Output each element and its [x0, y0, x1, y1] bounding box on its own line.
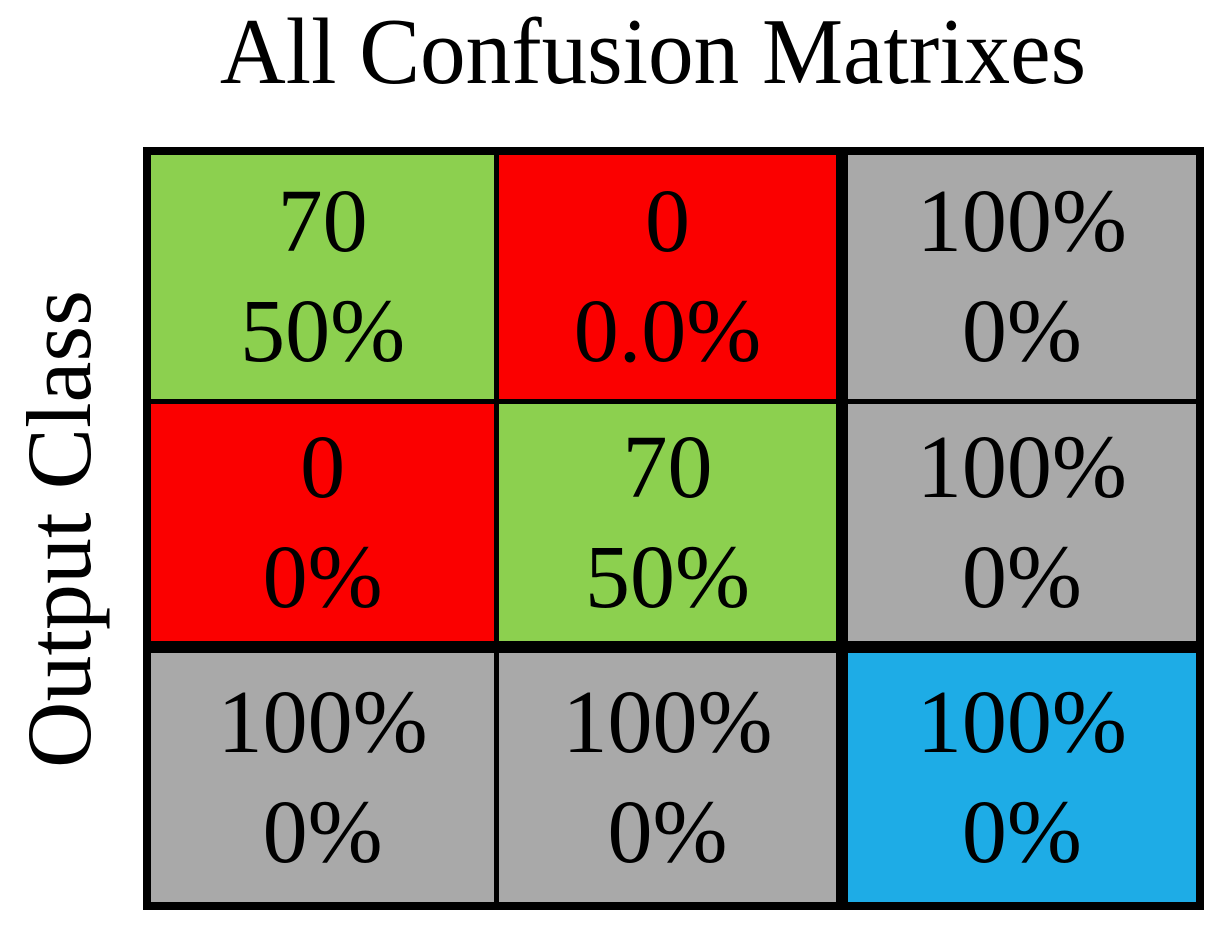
cell-count: 0 — [300, 417, 346, 517]
cell-count: 100% — [916, 417, 1127, 517]
cell-count: 70 — [277, 172, 368, 272]
cell-percent: 0% — [961, 282, 1082, 381]
cell-count: 70 — [622, 417, 713, 517]
cell-percent: 0% — [607, 782, 728, 882]
chart-title: All Confusion Matrixes — [219, 0, 1087, 104]
cell-percent: 0.0% — [573, 282, 762, 381]
cell-count: 100% — [916, 672, 1127, 772]
cell-count: 0 — [644, 172, 690, 272]
cell-count: 100% — [562, 672, 773, 772]
cell-count: 100% — [217, 672, 428, 772]
y-axis-label: Output Class — [8, 289, 110, 768]
cell-percent: 50% — [585, 527, 750, 627]
y-axis-label-area: Output Class — [0, 147, 118, 910]
matrix-cell-2-1: 0 0% — [151, 404, 500, 653]
matrix-cell-2-3: 100% 0% — [847, 404, 1196, 653]
matrix-cell-3-2: 100% 0% — [499, 653, 848, 902]
cell-percent: 0% — [262, 527, 383, 627]
matrix-cell-3-3: 100% 0% — [847, 653, 1196, 902]
matrix-cell-3-1: 100% 0% — [151, 653, 500, 902]
matrix-cell-1-2: 0 0.0% — [499, 155, 848, 404]
cell-count: 100% — [916, 172, 1127, 272]
cell-percent: 0% — [961, 782, 1082, 882]
matrix-cell-1-1: 70 50% — [151, 155, 500, 404]
matrix-cell-2-2: 70 50% — [499, 404, 848, 653]
cell-percent: 50% — [240, 282, 406, 381]
confusion-matrix-grid: 70 50% 0 0.0% 100% 0% 0 0% 70 50% 100% 0… — [143, 147, 1204, 910]
matrix-cell-1-3: 100% 0% — [847, 155, 1196, 404]
cell-percent: 0% — [262, 782, 383, 882]
cell-percent: 0% — [961, 527, 1082, 627]
